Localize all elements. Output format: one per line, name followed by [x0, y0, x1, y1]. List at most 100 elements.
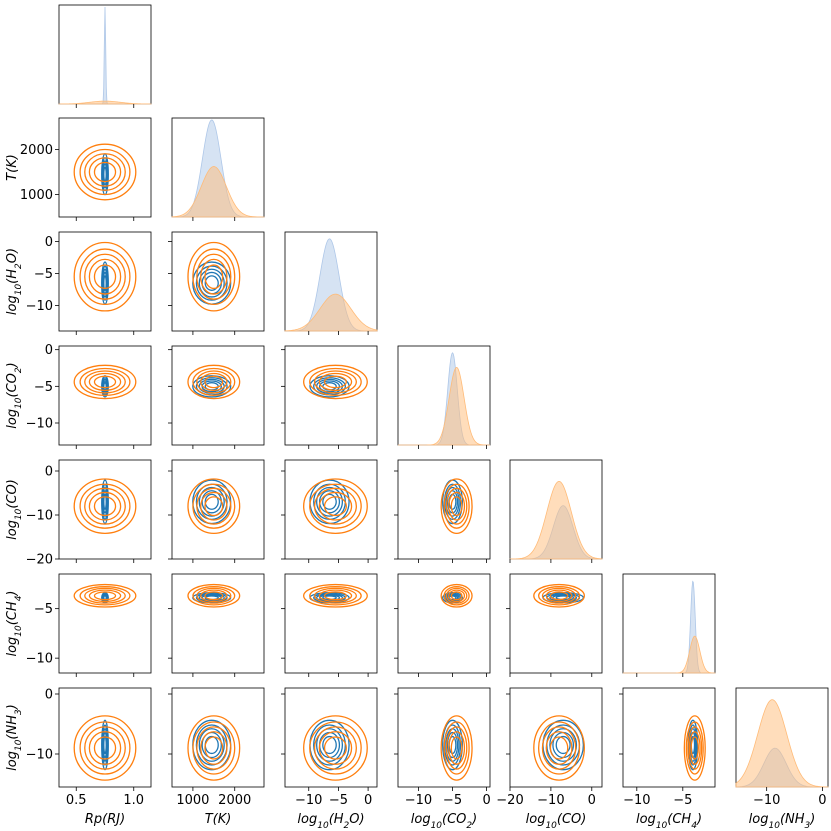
contour-series-1-level-0: [440, 478, 473, 535]
contour-series-1-level-4: [93, 161, 117, 183]
x-tick-label: −5: [329, 793, 348, 808]
x-axis-label-Rp: Rp(RJ): [85, 812, 125, 827]
y-tick-label: 2000: [20, 143, 53, 158]
marginal-CH4-series-1: [623, 635, 716, 674]
contour-series-1-level-1: [79, 483, 131, 529]
x-axis-label-CO: log10(CO): [526, 812, 587, 831]
x-tick-label: 0: [818, 793, 826, 808]
x-tick-label: 1000: [176, 793, 209, 808]
contour-series-1-level-2: [84, 487, 126, 525]
contours: [683, 715, 706, 781]
panel-CO-vs-Rp: −20 −10 0: [26, 459, 152, 568]
contour-series-1-level-4: [204, 591, 224, 601]
marginal-H2O-series-1: [284, 293, 378, 332]
panel-NH3-vs-H2O: −10 −5 0: [281, 687, 378, 808]
panel-frame: [397, 687, 491, 788]
contour-series-1-level-0: [73, 478, 137, 535]
x-axis-label-H2O: log10(H2O): [297, 812, 364, 831]
panel-CH4-vs-Rp: −10 −5: [26, 573, 152, 677]
x-tick-label: 1.0: [123, 793, 144, 808]
contour-series-1-level-0: [187, 241, 241, 312]
contour-series-1-level-3: [318, 372, 353, 391]
contours: [187, 478, 241, 535]
contours: [187, 583, 241, 608]
contour-series-0-level-4: [322, 493, 337, 510]
x-axis-label-CH4: log10(CH4): [636, 812, 702, 831]
contour-series-0-level-4: [204, 275, 219, 291]
contour-series-1-level-4: [204, 736, 224, 760]
contour-series-1-level-4: [204, 264, 224, 290]
contour-series-1-level-1: [309, 721, 362, 775]
contours: [440, 478, 473, 535]
contour-series-1-level-3: [88, 157, 122, 187]
contour-series-1-level-4: [323, 375, 347, 389]
contour-series-1-level-3: [318, 731, 353, 765]
contour-series-1-level-2: [196, 726, 232, 770]
x-tick-label: −10: [537, 793, 564, 808]
contour-series-1-level-1: [443, 483, 470, 529]
contour-series-1-level-1: [192, 483, 236, 529]
contour-series-1-level-4: [204, 496, 224, 517]
panel-NH3-vs-NH3: −10 0: [735, 687, 829, 808]
y-axis-label-CO2: log10(CO2): [5, 362, 24, 428]
panel-CH4-vs-H2O: [281, 573, 378, 677]
contour-series-1-level-1: [79, 586, 131, 606]
contour-series-0-level-4: [204, 493, 219, 510]
contours: [73, 478, 137, 535]
contour-series-1-level-0: [73, 241, 137, 312]
contour-series-1-level-0: [73, 715, 137, 781]
contour-series-0-level-3: [552, 594, 575, 601]
contour-series-1-level-4: [450, 736, 463, 760]
contour-series-1-level-2: [445, 487, 468, 525]
contour-series-1-level-0: [440, 583, 473, 608]
y-tick-label: −10: [26, 299, 53, 314]
contour-series-1-level-2: [313, 487, 357, 525]
contour-series-0-level-2: [445, 486, 460, 517]
contour-series-1-level-2: [541, 587, 577, 604]
contours: [187, 241, 241, 312]
contour-series-0-level-4: [103, 275, 107, 291]
contour-series-1-level-3: [88, 372, 122, 391]
contour-series-1-level-2: [313, 587, 357, 604]
x-tick-label: −20: [496, 793, 523, 808]
y-tick-label: 0: [45, 343, 53, 358]
contour-series-1-level-1: [192, 721, 236, 775]
panel-CO-vs-T: [168, 459, 265, 563]
y-tick-label: 0: [45, 465, 53, 480]
marginal-T-series-1: [171, 166, 265, 218]
contour-series-1-level-2: [84, 726, 126, 770]
contours: [73, 143, 137, 201]
contour-series-1-level-2: [313, 726, 357, 770]
panel-H2O-vs-Rp: −10 −5 0: [26, 231, 152, 335]
contour-series-1-level-0: [683, 715, 706, 781]
contour-series-0-level-2: [316, 728, 344, 762]
contour-series-1-level-4: [93, 375, 117, 389]
contour-series-1-level-4: [93, 264, 117, 290]
panel-Rp-vs-Rp: [58, 4, 152, 108]
marginal-CO2-series-1: [398, 366, 491, 446]
y-tick-label: −5: [34, 267, 53, 282]
contour-series-1-level-3: [200, 258, 228, 295]
x-tick-label: −10: [623, 793, 650, 808]
panel-NH3-vs-Rp: 0.5 1.0 −10 0: [26, 688, 152, 808]
contour-series-1-level-3: [688, 731, 701, 765]
y-axis-label-T: T(K): [5, 154, 20, 181]
panel-frame: [397, 573, 491, 674]
contour-series-1-level-3: [448, 589, 466, 603]
x-tick-label: −5: [443, 793, 462, 808]
contour-series-0-level-1: [195, 265, 228, 301]
contours: [440, 583, 473, 608]
contour-series-1-level-0: [73, 583, 137, 608]
y-axis-label-H2O: log10(H2O): [5, 248, 24, 315]
contours: [73, 583, 137, 608]
contour-series-1-level-2: [84, 587, 126, 604]
panel-H2O-vs-H2O: [284, 231, 378, 335]
contour-series-1-level-4: [93, 496, 117, 517]
contour-series-1-level-2: [445, 587, 468, 604]
contour-series-1-level-3: [545, 731, 573, 765]
contour-series-1-level-4: [450, 496, 463, 517]
contour-series-1-level-1: [537, 721, 581, 775]
x-tick-label: −10: [405, 793, 432, 808]
contour-series-0-level-2: [198, 486, 225, 517]
x-tick-label: −10: [295, 793, 322, 808]
